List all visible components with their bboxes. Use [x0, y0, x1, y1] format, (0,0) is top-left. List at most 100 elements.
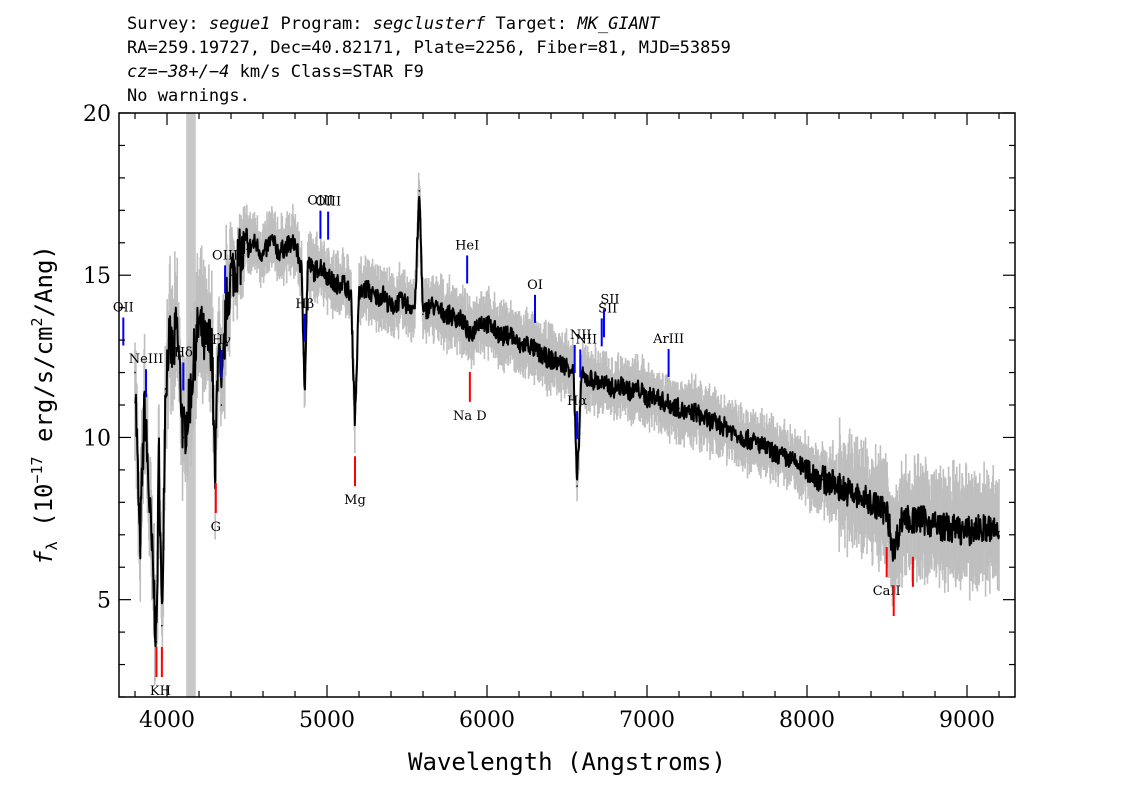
header-line-4: No warnings.: [127, 86, 250, 106]
flux-point: [262, 254, 264, 257]
flux-point: [300, 267, 303, 270]
flux-point: [758, 443, 760, 445]
flux-point: [558, 362, 560, 364]
y-tick-label: 5: [97, 589, 111, 614]
target-value: MK_GIANT: [577, 14, 660, 34]
flux-point: [155, 641, 158, 643]
flux-point: [502, 336, 504, 338]
spectrum-header: Survey: segue1 Program: segclusterf Targ…: [127, 12, 731, 108]
flux-point: [822, 478, 824, 481]
flux-point: [422, 313, 424, 315]
flux-point: [469, 336, 471, 338]
flux-point: [478, 319, 480, 322]
y-axis-symbol: f: [30, 550, 58, 565]
flux-point: [374, 297, 376, 299]
flux-point: [662, 400, 664, 403]
flux-point: [182, 436, 185, 439]
y-tick-label: 10: [83, 426, 111, 451]
flux-point: [334, 284, 336, 286]
flux-point: [167, 339, 170, 341]
x-tick-label: 8000: [779, 708, 835, 733]
flux-point: [414, 306, 416, 309]
emission-line-label: Hγ: [212, 333, 231, 348]
flux-point: [494, 329, 496, 332]
cz-value: =−38+/−4: [147, 62, 230, 82]
emission-line-label: SII: [598, 301, 617, 316]
flux-point: [430, 303, 432, 306]
flux-point: [550, 358, 552, 361]
flux-point: [438, 310, 440, 312]
flux-point: [918, 517, 920, 520]
absorption-line-label: Mg: [344, 493, 366, 508]
flux-point: [220, 404, 223, 406]
survey-value: segue1: [208, 14, 271, 34]
flux-point: [638, 387, 640, 390]
emission-line-label: Hδ: [174, 345, 193, 360]
emission-line-label: Hβ: [295, 297, 314, 312]
flux-point: [139, 550, 141, 552]
program-value: segclusterf: [372, 14, 486, 34]
flux-series-layer: [134, 190, 1000, 648]
flux-point: [838, 485, 840, 487]
flux-point: [193, 355, 195, 358]
flux-point: [998, 530, 1000, 533]
class-text: km/s Class=STAR F9: [229, 62, 424, 82]
y-axis-title: fλ (10−17 erg/s/cm2/Ang): [28, 245, 61, 565]
flux-point: [358, 293, 360, 296]
flux-point: [950, 527, 952, 530]
flux-point: [326, 274, 328, 277]
flux-point: [710, 420, 712, 423]
target-label: Target:: [485, 14, 578, 34]
flux-point: [892, 550, 895, 552]
flux-point: [982, 527, 984, 530]
emission-line-label: Hα: [567, 394, 587, 409]
flux-point: [254, 241, 256, 244]
flux-point: [307, 261, 309, 264]
flux-point: [454, 316, 456, 319]
flux-point: [294, 241, 296, 244]
y-axis-exponent: −17: [28, 456, 46, 483]
emission-line-label: NII: [575, 332, 597, 347]
flux-point: [175, 323, 178, 325]
flux-point: [902, 514, 904, 517]
emission-line-label: OIII: [307, 194, 333, 209]
flux-point: [278, 251, 280, 254]
flux-point: [313, 271, 316, 273]
flux-point: [606, 384, 608, 387]
flux-point: [670, 404, 672, 406]
flux-point: [486, 323, 488, 325]
flux-point: [718, 423, 720, 426]
flux-point: [526, 342, 528, 345]
flux-point: [398, 300, 400, 302]
flux-point: [694, 410, 696, 413]
flux-point: [134, 371, 136, 374]
flux-point: [576, 485, 578, 487]
x-tick-label: 5000: [299, 708, 355, 733]
flux-point: [217, 332, 219, 335]
flux-point: [686, 413, 688, 416]
emission-line-label: NII: [570, 328, 592, 343]
emission-line-label: NeIII: [129, 352, 163, 367]
flux-point: [198, 323, 200, 325]
flux-point: [418, 190, 421, 192]
flux-point: [161, 624, 163, 627]
flux-point: [303, 387, 306, 390]
absorption-line-label: G: [211, 520, 221, 535]
y-tick-label: 15: [83, 264, 111, 289]
emission-line-label: HeI: [455, 238, 479, 253]
flux-point: [912, 521, 914, 523]
flux-point: [585, 378, 587, 380]
flux-point: [742, 436, 744, 439]
flux-point: [225, 306, 227, 309]
absorption-line-label: Na D: [453, 409, 487, 424]
header-line-2: RA=259.19727, Dec=40.82171, Plate=2256, …: [127, 38, 731, 58]
header-line-1: Survey: segue1 Program: segclusterf Targ…: [127, 12, 731, 36]
flux-point: [622, 384, 624, 387]
flux-point: [246, 248, 248, 251]
y-axis-units: erg/s/cm: [30, 326, 58, 456]
flux-point: [534, 349, 536, 351]
flux-point: [726, 426, 728, 429]
x-tick-label: 7000: [619, 708, 675, 733]
header-line-3: cz=−38+/−4 km/s Class=STAR F9: [127, 60, 731, 84]
